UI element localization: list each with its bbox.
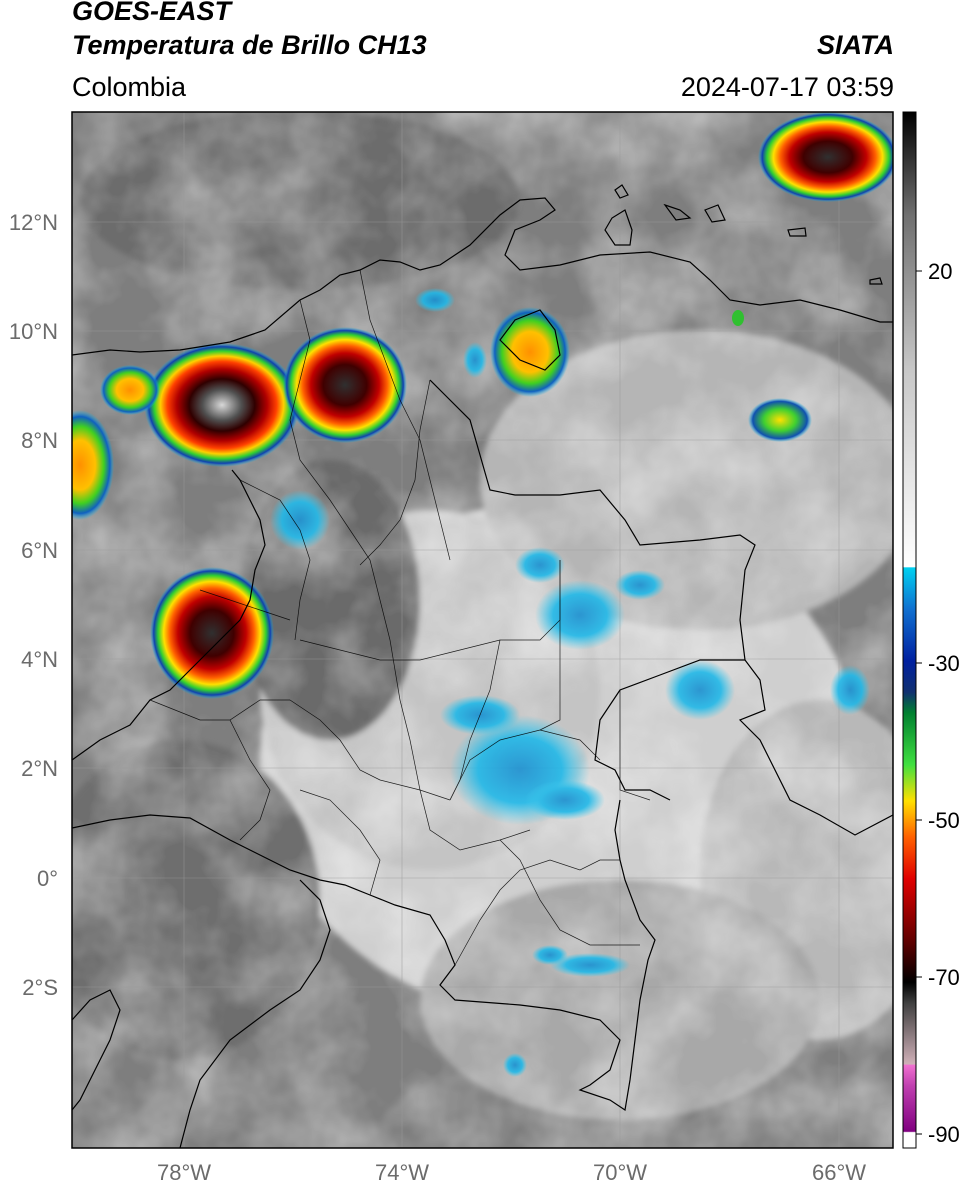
map-frame (71, 111, 894, 1149)
colorbar-labels: 20 -30 -50 -70 -90 (928, 259, 960, 1147)
region-label: Colombia (72, 72, 187, 102)
colorbar-label: -50 (928, 808, 960, 833)
agency-label: SIATA (817, 30, 894, 60)
lat-label: 0° (37, 866, 58, 891)
product-title: Temperatura de Brillo CH13 (72, 30, 427, 60)
lat-label: 6°N (21, 538, 58, 563)
colorbar-label: -30 (928, 651, 960, 676)
lon-label: 70°W (593, 1160, 647, 1185)
colorbar: 20 -30 -50 -70 -90 (902, 111, 960, 1149)
convective-storms (72, 112, 893, 699)
department-lines (149, 269, 651, 966)
satellite-title: GOES-EAST (72, 0, 232, 26)
lat-label: 4°N (21, 647, 58, 672)
colorbar-gradient (902, 111, 917, 1149)
colorbar-label: -90 (928, 1122, 960, 1147)
colorbar-label: 20 (928, 259, 952, 284)
lat-label: 2°S (22, 975, 58, 1000)
colorbar-label: -70 (928, 965, 960, 990)
lat-label: 2°N (21, 756, 58, 781)
lat-label: 10°N (9, 319, 58, 344)
datetime-label: 2024-07-17 03:59 (680, 72, 894, 102)
latitude-labels: 12°N 10°N 8°N 6°N 4°N 2°N 0° 2°S (9, 210, 58, 1000)
lon-label: 78°W (157, 1160, 211, 1185)
colorbar-ticks (916, 270, 922, 1135)
cold-cloud-patches (270, 288, 870, 1077)
longitude-labels: 78°W 74°W 70°W 66°W (157, 1160, 866, 1185)
lat-label: 8°N (21, 428, 58, 453)
lon-label: 74°W (375, 1160, 429, 1185)
coastlines-borders (72, 184, 893, 1148)
lon-label: 66°W (812, 1160, 866, 1185)
map-image (72, 112, 893, 1148)
lat-label: 12°N (9, 210, 58, 235)
